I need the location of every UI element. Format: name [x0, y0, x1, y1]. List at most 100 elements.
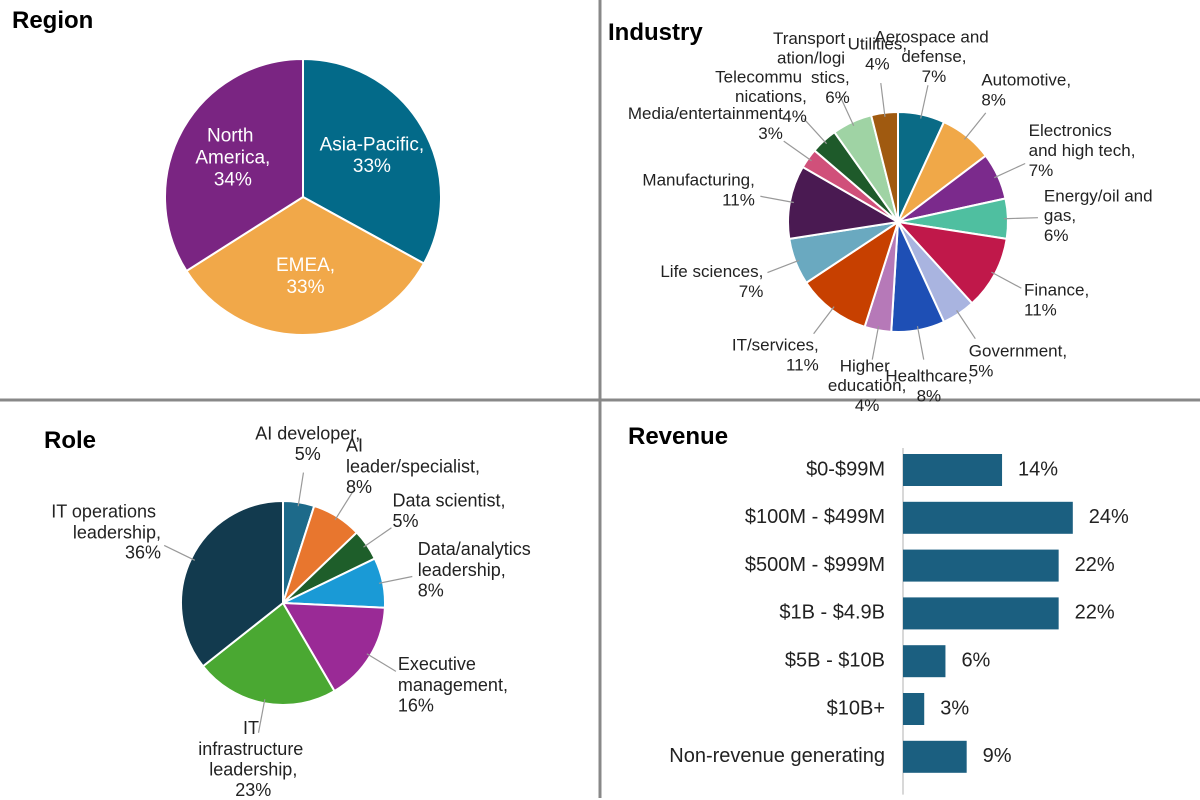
chart-title: Region — [12, 7, 93, 34]
leader-line — [920, 85, 929, 119]
slice-value-label: 4% — [865, 55, 890, 74]
category-label: $1B - $4.9B — [779, 602, 885, 624]
slice-label: Telecommu nications, — [715, 68, 807, 107]
slice-label: Asia-Pacific, — [320, 134, 425, 155]
slice-label: Transport ation/logi stics, — [773, 30, 850, 88]
bar — [903, 549, 1059, 582]
slice-value-label: 33% — [353, 156, 391, 177]
category-label: $0-$99M — [806, 458, 885, 480]
leader-line — [963, 112, 987, 140]
category-label: $100M - $499M — [745, 506, 885, 528]
slice-label: Media/entertainment — [628, 105, 783, 124]
slice-value-label: 5% — [969, 361, 994, 380]
leader-line — [297, 472, 305, 507]
leader-line — [880, 82, 886, 117]
slice-label: Data scientist, — [392, 490, 505, 510]
leader-line — [366, 653, 397, 672]
pie-slice — [185, 195, 426, 336]
leader-line — [760, 195, 794, 204]
slice-value-label: 11% — [722, 190, 755, 209]
value-label: 22% — [1075, 602, 1115, 624]
slice-value-label: 33% — [286, 277, 324, 298]
category-label: $10B+ — [827, 697, 885, 719]
slice-label: AI leader/specialist, — [346, 435, 480, 476]
slice-value-label: 4% — [855, 396, 880, 415]
value-label: 3% — [940, 697, 969, 719]
pie-slice — [164, 57, 304, 273]
slice-label: Energy/oil and gas, — [1044, 187, 1157, 226]
leader-line — [956, 310, 976, 340]
leader-line — [991, 271, 1022, 289]
slice-value-label: 16% — [398, 695, 434, 715]
leader-line — [813, 306, 835, 335]
slice-value-label: 23% — [235, 780, 271, 800]
leader-line — [334, 490, 354, 521]
bar — [903, 693, 925, 725]
slice-value-label: 8% — [981, 90, 1006, 109]
slice-value-label: 7% — [1029, 161, 1054, 180]
slice-label: IT/services, — [732, 336, 819, 355]
bar — [903, 454, 1003, 486]
slice-label: EMEA, — [276, 255, 335, 276]
slice-label: IT operations leadership, — [51, 501, 161, 542]
slice-value-label: 8% — [418, 580, 444, 600]
category-label: Non-revenue generating — [669, 745, 885, 767]
value-label: 22% — [1075, 554, 1115, 576]
slice-value-label: 3% — [758, 124, 783, 143]
bar — [903, 501, 1073, 534]
pie-slice — [302, 57, 442, 265]
leader-line — [916, 326, 925, 360]
leader-line — [1003, 217, 1038, 220]
leader-line — [163, 544, 196, 561]
slice-value-label: 8% — [346, 477, 372, 497]
slice-value-label: 6% — [1044, 226, 1069, 245]
slice-value-label: 11% — [1024, 301, 1057, 320]
value-label: 9% — [983, 745, 1012, 767]
chart-title: Role — [44, 427, 96, 454]
slice-label: Automotive, — [981, 71, 1071, 90]
slice-label: North America, — [195, 126, 270, 169]
leader-line — [378, 575, 413, 584]
leader-line — [994, 162, 1026, 179]
bar — [903, 597, 1059, 630]
slice-label: Electronics and high tech, — [1029, 122, 1136, 161]
slice-label: IT infrastructure leadership, — [198, 718, 308, 779]
leader-line — [803, 118, 828, 145]
slice-value-label: 36% — [125, 543, 161, 563]
leader-line — [871, 326, 880, 360]
slice-label: Higher education, — [828, 357, 906, 396]
chart-title: Industry — [608, 19, 703, 46]
value-label: 14% — [1018, 458, 1058, 480]
category-label: $500M - $999M — [745, 554, 885, 576]
slice-label: Government, — [969, 342, 1067, 361]
slice-label: Life sciences, — [660, 262, 763, 281]
slice-label: Utilities, — [848, 35, 908, 54]
slice-label: Executive management, — [398, 654, 508, 695]
slice-value-label: 7% — [922, 67, 947, 86]
slice-value-label: 8% — [917, 386, 942, 405]
slice-value-label: 4% — [782, 107, 807, 126]
slice-value-label: 7% — [739, 282, 764, 301]
slice-label: AI developer, — [255, 423, 360, 443]
slice-value-label: 5% — [392, 511, 418, 531]
bar — [903, 740, 967, 773]
slice-label: Finance, — [1024, 281, 1089, 300]
category-label: $5B - $10B — [785, 649, 885, 671]
slice-label: Manufacturing, — [642, 171, 754, 190]
leader-line — [838, 94, 855, 126]
bar — [903, 645, 946, 678]
leader-line — [767, 259, 800, 274]
slice-value-label: 11% — [786, 355, 819, 374]
chart-title: Revenue — [628, 423, 728, 450]
slice-value-label: 6% — [825, 88, 850, 107]
slice-label: Data/analytics leadership, — [418, 539, 536, 580]
value-label: 6% — [961, 649, 990, 671]
slice-value-label: 34% — [214, 169, 252, 190]
value-label: 24% — [1089, 506, 1129, 528]
leader-line — [257, 699, 266, 733]
slice-value-label: 5% — [295, 444, 321, 464]
leader-line — [783, 140, 812, 162]
slice-label: Aerospace and defense, — [874, 28, 993, 67]
slice-label: Healthcare, — [885, 367, 972, 386]
